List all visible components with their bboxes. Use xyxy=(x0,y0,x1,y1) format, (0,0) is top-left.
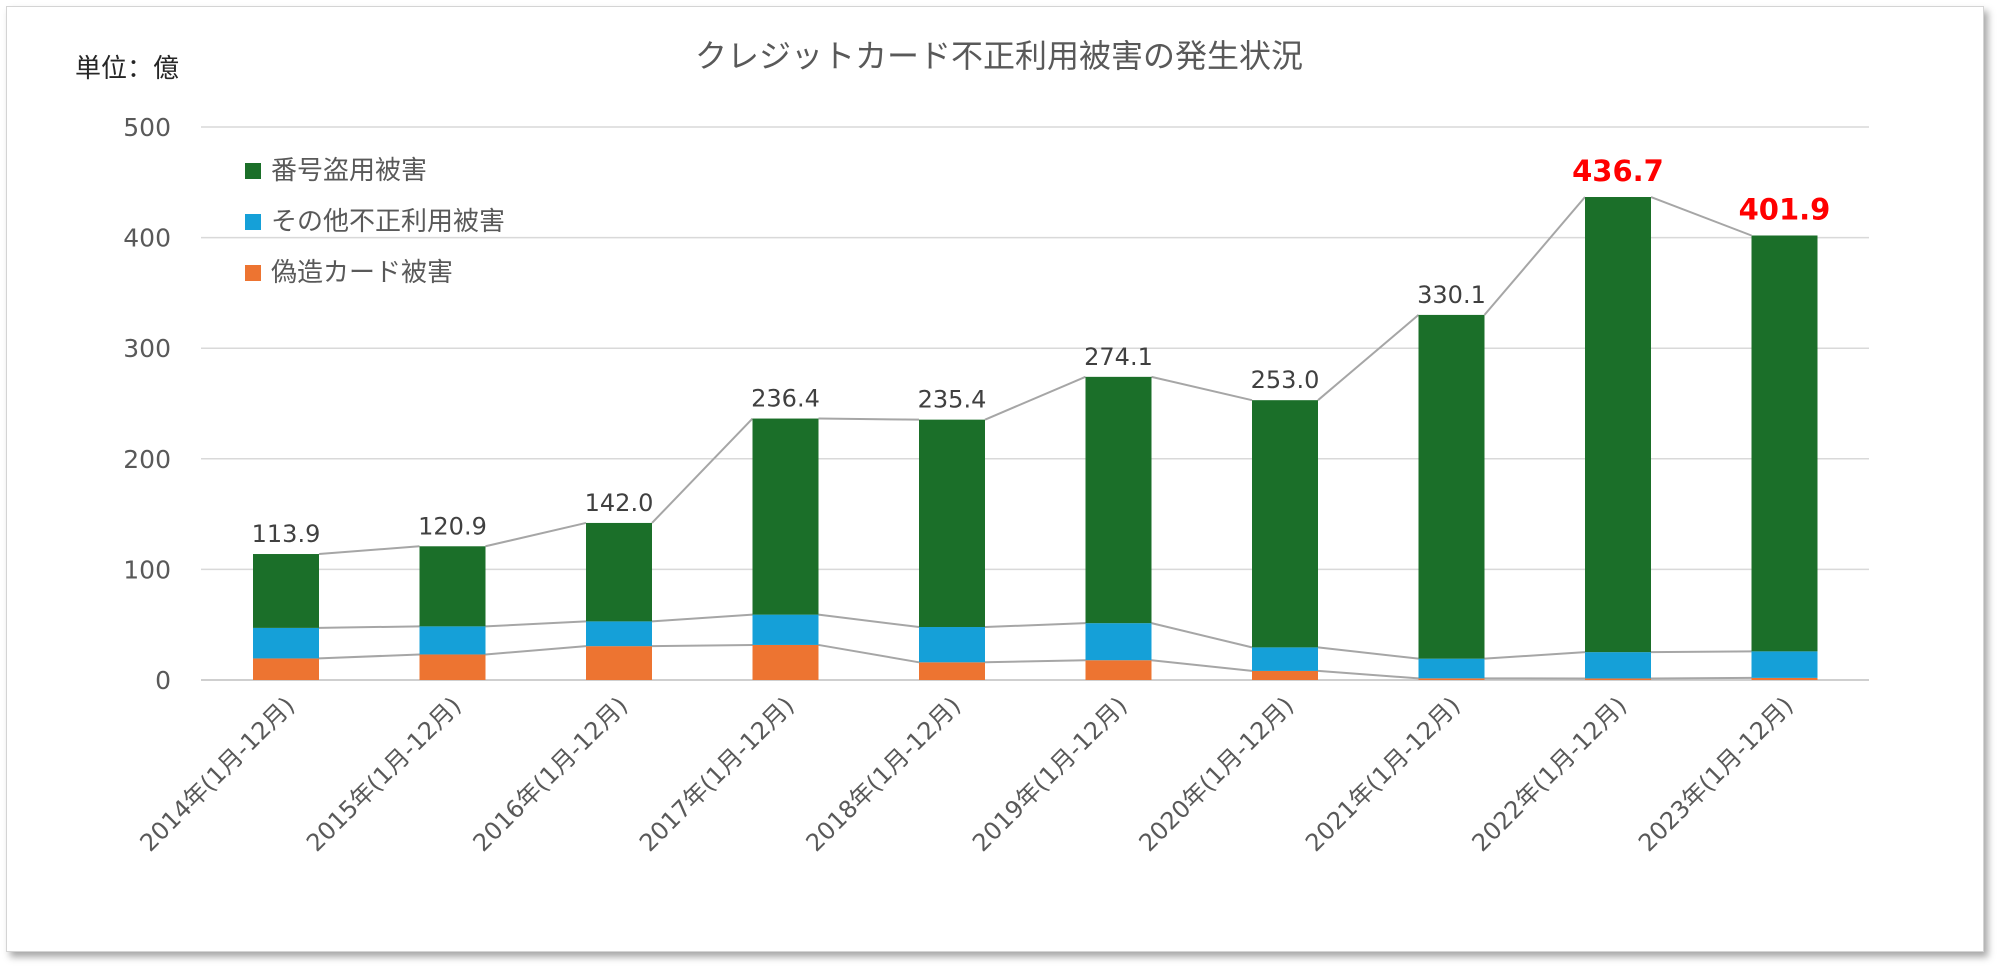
series-line xyxy=(984,375,1086,421)
series-line xyxy=(651,417,754,524)
legend-label: その他不正利用被害 xyxy=(271,207,505,237)
series-line xyxy=(818,417,920,421)
series-line xyxy=(1650,676,1752,680)
series-line xyxy=(818,613,920,629)
legend-label: 番号盗用被害 xyxy=(271,156,427,186)
series-line xyxy=(485,645,587,656)
stacked-bar-chart: クレジットカード不正利用被害の発生状況 単位：億 0 100 200 300 400 50… xyxy=(75,37,1869,857)
bar-segment xyxy=(919,627,985,663)
total-label: 401.9 xyxy=(1739,192,1831,226)
bar-segment xyxy=(919,419,985,628)
total-label: 236.4 xyxy=(751,385,820,413)
legend-swatch xyxy=(245,163,261,179)
bars xyxy=(253,197,1818,680)
bar-segment xyxy=(1751,677,1818,680)
bar-segment xyxy=(253,627,319,659)
bar-segment xyxy=(586,522,652,622)
total-label: 142.0 xyxy=(585,489,654,517)
series-line xyxy=(1317,646,1419,660)
x-tick-label: 2020年(1月-12月) xyxy=(1134,691,1300,857)
total-label: 274.1 xyxy=(1084,343,1153,371)
series-line xyxy=(485,620,587,628)
bar-segment xyxy=(752,644,819,680)
x-tick-label: 2017年(1月-12月) xyxy=(634,691,800,857)
bar-segment xyxy=(919,662,985,680)
bar-segment xyxy=(1751,235,1818,652)
x-tick-label: 2021年(1月-12月) xyxy=(1300,691,1466,857)
y-tick-label: 200 xyxy=(123,445,171,474)
unit-label: 単位：億 xyxy=(75,54,179,84)
series-line xyxy=(818,643,920,664)
series-line xyxy=(1650,650,1752,654)
series-line xyxy=(1317,314,1420,401)
bar-segment xyxy=(419,546,486,627)
bar-segment xyxy=(253,658,319,680)
bar-segment xyxy=(419,654,486,680)
series-line xyxy=(1317,669,1419,680)
y-tick-label: 300 xyxy=(123,334,171,363)
x-axis: 2014年(1月-12月) 2015年(1月-12月) 2016年(1月-12月) 2… xyxy=(135,691,1799,857)
bar-segment xyxy=(586,646,652,680)
total-label: 120.9 xyxy=(418,512,487,540)
bar-segment xyxy=(419,626,486,655)
bar-segment xyxy=(1418,314,1485,659)
y-tick-label: 400 xyxy=(123,224,171,253)
chart-title: クレジットカード不正利用被害の発生状況 xyxy=(695,37,1303,75)
series-line xyxy=(1151,659,1253,672)
x-tick-label: 2016年(1月-12月) xyxy=(468,691,634,857)
x-tick-label: 2023年(1月-12月) xyxy=(1633,691,1799,857)
bar-segment xyxy=(1085,660,1152,680)
bar-segment xyxy=(752,614,819,645)
x-tick-label: 2014年(1月-12月) xyxy=(135,691,301,857)
bar-segment xyxy=(1751,651,1818,678)
y-tick-label: 100 xyxy=(123,555,171,584)
series-line xyxy=(984,622,1086,629)
total-label: 235.4 xyxy=(918,386,987,414)
bar-segment xyxy=(1585,197,1651,653)
series-line xyxy=(651,643,753,648)
bar-segment xyxy=(1085,623,1152,661)
total-labels: 113.9 120.9 142.0 236.4 235.4 274.1 253.0 330.1… xyxy=(252,154,1831,548)
x-tick-label: 2022年(1月-12月) xyxy=(1467,691,1633,857)
bar-segment xyxy=(1585,652,1651,679)
bar-segment xyxy=(752,418,819,615)
series-line xyxy=(984,659,1086,664)
bar-segment xyxy=(1418,678,1485,680)
x-tick-label: 2019年(1月-12月) xyxy=(967,691,1133,857)
series-line xyxy=(651,613,753,623)
series-line xyxy=(318,625,420,629)
series-line xyxy=(1484,651,1586,660)
total-label: 253.0 xyxy=(1251,366,1320,394)
y-tick-label: 0 xyxy=(155,666,171,695)
series-line xyxy=(485,521,587,548)
bar-segment xyxy=(1085,376,1152,624)
legend-swatch xyxy=(245,265,261,281)
series-line xyxy=(1151,375,1253,402)
series-line xyxy=(1151,622,1253,649)
legend-swatch xyxy=(245,214,261,230)
series-line xyxy=(1650,196,1752,237)
bar-segment xyxy=(253,554,319,628)
series-line xyxy=(318,545,420,556)
connector-lines xyxy=(318,196,1752,680)
x-tick-label: 2018年(1月-12月) xyxy=(801,691,967,857)
y-axis: 0 100 200 300 400 500 xyxy=(123,113,171,695)
series-line xyxy=(318,653,420,660)
x-tick-label: 2015年(1月-12月) xyxy=(301,691,467,857)
bar-segment xyxy=(586,621,652,647)
total-label: 330.1 xyxy=(1417,281,1486,309)
bar-segment xyxy=(1252,400,1318,648)
legend-label: 偽造カード被害 xyxy=(271,258,453,288)
y-tick-label: 500 xyxy=(123,113,171,142)
bar-segment xyxy=(1585,678,1651,680)
total-label: 113.9 xyxy=(252,520,321,548)
bar-segment xyxy=(1418,658,1485,679)
bar-segment xyxy=(1252,647,1318,671)
total-label: 436.7 xyxy=(1572,154,1664,188)
bar-segment xyxy=(1252,670,1318,680)
chart-frame: クレジットカード不正利用被害の発生状況 単位：億 0 100 200 300 400 50… xyxy=(6,6,1984,952)
series-line xyxy=(1483,196,1586,316)
